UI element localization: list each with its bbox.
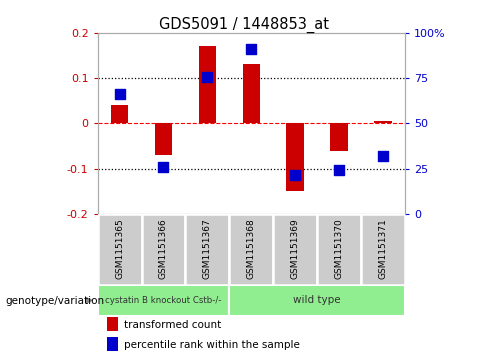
FancyBboxPatch shape	[98, 285, 229, 316]
Bar	[155, 123, 172, 155]
FancyBboxPatch shape	[98, 214, 142, 285]
FancyBboxPatch shape	[142, 214, 185, 285]
Text: GSM1151369: GSM1151369	[291, 218, 300, 278]
FancyBboxPatch shape	[317, 214, 361, 285]
Bar	[243, 65, 260, 123]
Point	[247, 46, 255, 52]
FancyBboxPatch shape	[185, 214, 229, 285]
Text: GDS5091 / 1448853_at: GDS5091 / 1448853_at	[159, 16, 329, 33]
Text: transformed count: transformed count	[124, 319, 221, 330]
Point	[203, 74, 211, 79]
Text: GSM1151371: GSM1151371	[379, 218, 387, 278]
Text: wild type: wild type	[293, 295, 341, 305]
Text: GSM1151366: GSM1151366	[159, 218, 168, 278]
Text: GSM1151370: GSM1151370	[335, 218, 344, 278]
FancyBboxPatch shape	[273, 214, 317, 285]
FancyBboxPatch shape	[229, 214, 273, 285]
Text: GSM1151365: GSM1151365	[115, 218, 124, 278]
FancyBboxPatch shape	[229, 285, 405, 316]
Text: GSM1151367: GSM1151367	[203, 218, 212, 278]
Point	[335, 167, 343, 173]
Text: GSM1151368: GSM1151368	[247, 218, 256, 278]
Bar	[111, 105, 128, 123]
Text: cystatin B knockout Cstb-/-: cystatin B knockout Cstb-/-	[105, 296, 222, 305]
Text: genotype/variation: genotype/variation	[5, 295, 104, 306]
Bar	[330, 123, 348, 151]
Bar	[286, 123, 304, 192]
Point	[160, 164, 167, 170]
Point	[379, 153, 387, 159]
Point	[116, 91, 123, 97]
Bar	[199, 46, 216, 123]
Point	[291, 172, 299, 178]
FancyBboxPatch shape	[361, 214, 405, 285]
Bar	[374, 121, 392, 123]
Text: percentile rank within the sample: percentile rank within the sample	[124, 340, 300, 350]
